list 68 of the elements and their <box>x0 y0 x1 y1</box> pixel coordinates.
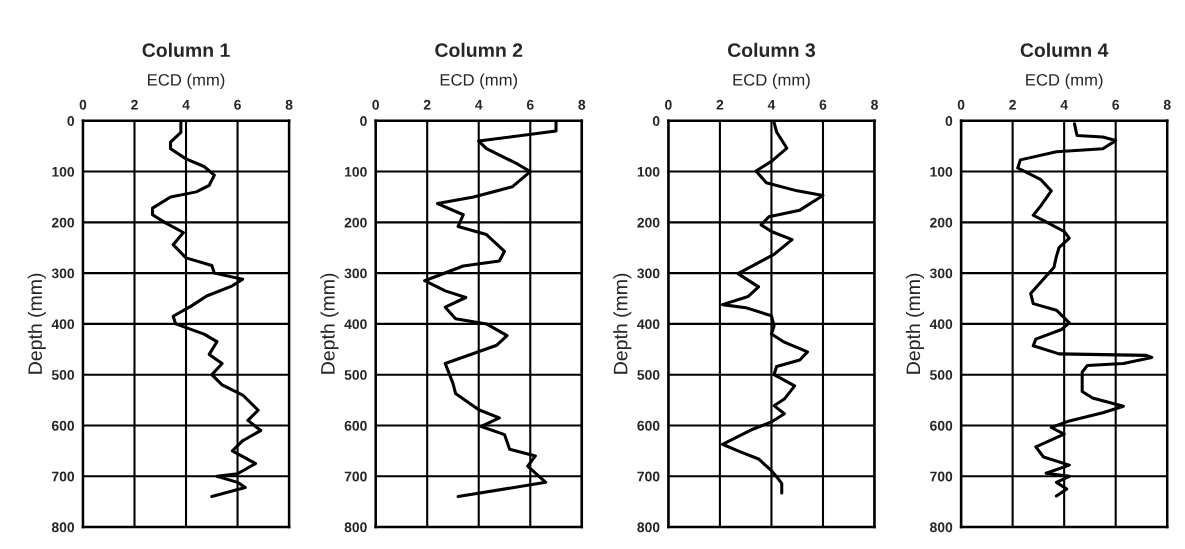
y-tick-label: 0 <box>360 116 367 126</box>
y-tick-label: 500 <box>51 370 75 380</box>
x-tick-label: 2 <box>423 99 431 110</box>
y-tick-label: 500 <box>637 370 660 380</box>
x-tick-label: 0 <box>665 99 672 110</box>
x-axis-title: ECD (mm) <box>440 73 518 90</box>
chart-title: Column 2 <box>435 42 523 58</box>
x-tick-label: 8 <box>578 99 586 110</box>
x-tick-label: 0 <box>957 99 965 110</box>
y-tick-label: 200 <box>930 217 953 228</box>
y-tick-label: 300 <box>929 268 953 279</box>
y-tick-label: 700 <box>930 471 953 482</box>
y-tick-label: 100 <box>637 166 660 177</box>
y-tick-label: 400 <box>637 319 660 330</box>
chart-title: Column 1 <box>142 42 230 58</box>
y-axis-title: Depth (mm) <box>320 273 339 374</box>
y-tick-label: 800 <box>344 522 367 533</box>
y-axis-title: Depth (mm) <box>27 273 46 374</box>
chart-title: Column 4 <box>1020 42 1109 58</box>
y-tick-label: 700 <box>344 471 367 482</box>
y-axis-title: Depth (mm) <box>613 273 632 374</box>
y-tick-label: 300 <box>344 268 367 279</box>
x-tick-label: 6 <box>1112 99 1120 110</box>
x-tick-label: 2 <box>716 99 724 110</box>
x-tick-label: 0 <box>372 99 379 110</box>
y-tick-label: 400 <box>344 319 367 330</box>
x-tick-label: 2 <box>1009 99 1016 110</box>
y-tick-label: 200 <box>51 217 75 228</box>
y-tick-label: 100 <box>52 166 75 177</box>
x-axis-title: ECD (mm) <box>1026 73 1103 90</box>
chart-title: Column 3 <box>727 42 816 58</box>
y-tick-label: 200 <box>344 217 367 228</box>
x-tick-label: 8 <box>871 99 878 110</box>
x-axis-title: ECD (mm) <box>733 73 810 90</box>
y-tick-label: 500 <box>930 370 953 380</box>
y-tick-label: 100 <box>930 166 953 177</box>
x-tick-label: 4 <box>1060 100 1068 110</box>
x-tick-label: 4 <box>475 100 483 110</box>
y-tick-label: 700 <box>52 471 75 482</box>
x-tick-label: 6 <box>819 99 827 110</box>
y-tick-label: 0 <box>945 116 953 126</box>
y-tick-label: 700 <box>637 471 660 482</box>
x-tick-label: 0 <box>79 99 87 110</box>
x-tick-label: 2 <box>131 99 138 110</box>
x-axis-title: ECD (mm) <box>148 73 225 90</box>
x-tick-label: 6 <box>234 99 241 110</box>
y-tick-label: 600 <box>51 420 75 431</box>
y-tick-label: 500 <box>344 370 367 380</box>
y-tick-label: 600 <box>344 420 367 431</box>
y-tick-label: 800 <box>51 522 75 533</box>
y-tick-label: 400 <box>51 319 75 330</box>
y-tick-label: 800 <box>930 522 953 533</box>
x-tick-label: 8 <box>285 99 293 110</box>
y-tick-label: 100 <box>345 166 367 177</box>
y-tick-label: 200 <box>637 217 660 228</box>
y-tick-label: 400 <box>929 319 953 330</box>
y-tick-label: 0 <box>652 116 660 126</box>
y-tick-label: 600 <box>930 420 953 431</box>
x-tick-label: 4 <box>182 100 190 110</box>
y-tick-label: 300 <box>51 268 75 279</box>
x-tick-label: 4 <box>767 100 776 110</box>
x-tick-label: 8 <box>1163 99 1171 110</box>
y-tick-label: 800 <box>637 522 660 533</box>
y-tick-label: 300 <box>637 268 660 279</box>
y-tick-label: 600 <box>637 420 660 431</box>
y-axis-title: Depth (mm) <box>905 273 925 374</box>
y-tick-label: 0 <box>67 116 75 126</box>
x-tick-label: 6 <box>526 99 534 110</box>
